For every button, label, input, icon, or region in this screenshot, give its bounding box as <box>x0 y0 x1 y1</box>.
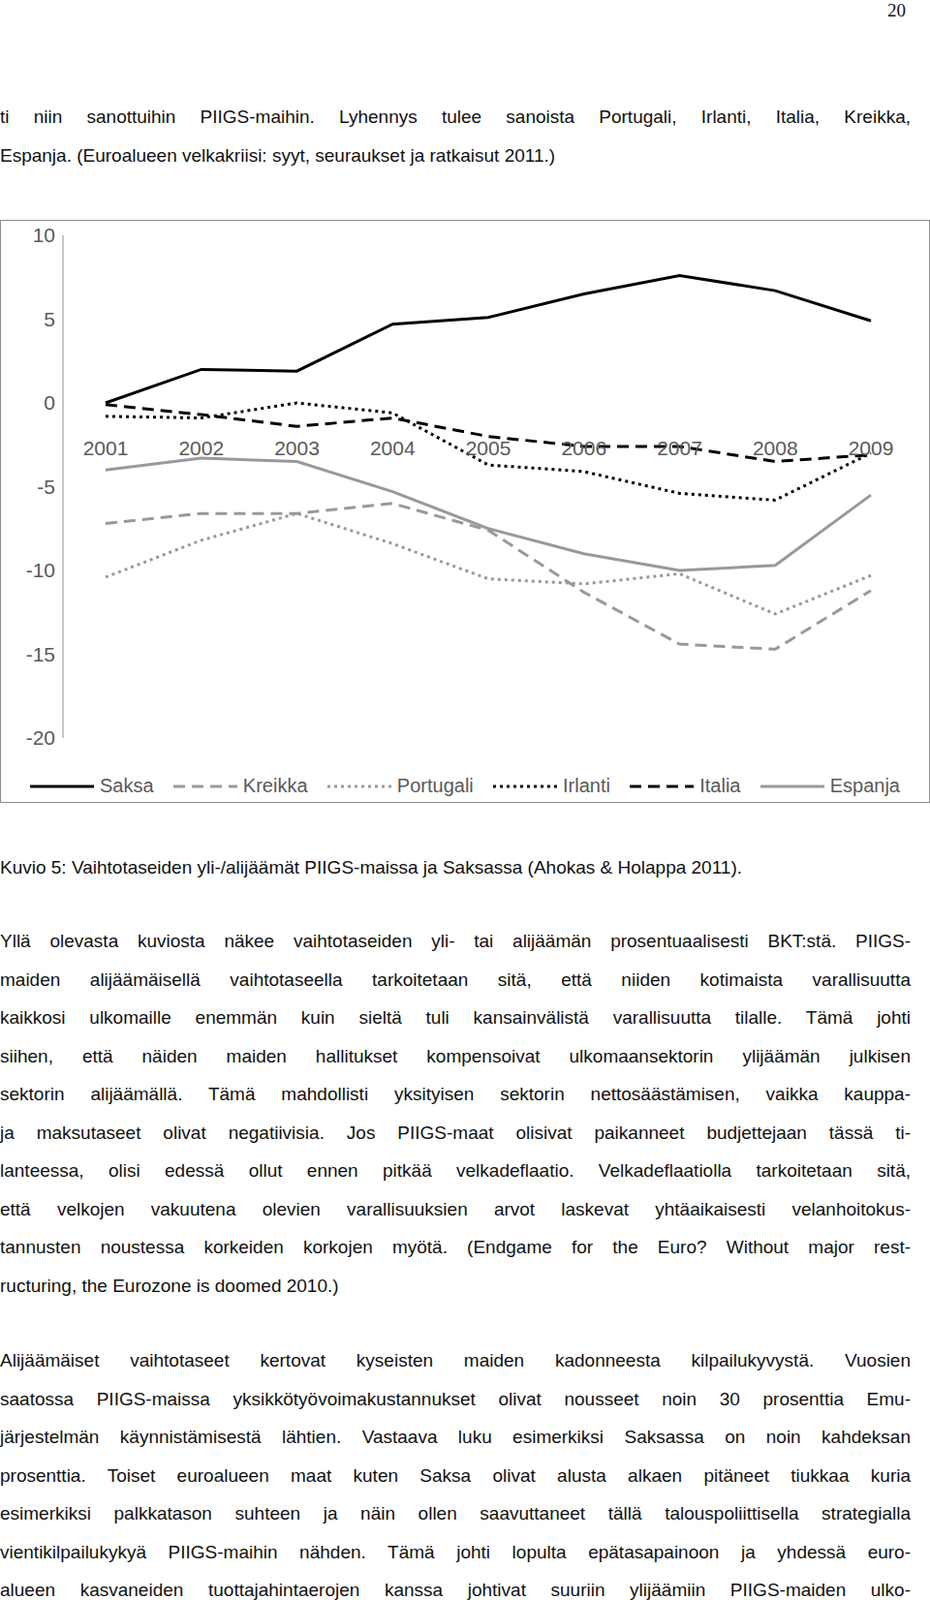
html-text:20: 20 <box>887 0 906 21</box>
html-text:tannusten noustessa korkeiden: tannusten noustessa korkeiden korkojen m… <box>0 1237 911 1258</box>
html-text:sektorin alijäämällä. Tämä mah: sektorin alijäämällä. Tämä mahdollisti y… <box>0 1084 911 1105</box>
svg-text:2005: 2005 <box>465 436 512 460</box>
html-text:ructuring, the Eurozone is doo: ructuring, the Eurozone is doomed 2010.) <box>0 1275 339 1296</box>
html-text:saatossa PIIGS-maissa yksikköt: saatossa PIIGS-maissa yksikkötyövoimakus… <box>0 1388 911 1410</box>
svg-text:2008: 2008 <box>752 436 799 460</box>
html-text:Espanja: Espanja <box>829 775 900 797</box>
html-text:kaikkosi ulkomaille enemmän ku: kaikkosi ulkomaille enemmän kuin sieltä … <box>0 1007 911 1029</box>
html-text:Irlanti: Irlanti <box>562 775 611 797</box>
html-text:vientikilpailukykyä PIIGS-maih: vientikilpailukykyä PIIGS-maihin nähden.… <box>0 1542 911 1563</box>
html-text:Espanja. (Euroalueen velkakrii: Espanja. (Euroalueen velkakriisi: syyt, … <box>0 145 556 166</box>
html-text:Yllä olevasta kuviosta näkee v: Yllä olevasta kuviosta näkee vaihtotasei… <box>0 931 911 952</box>
html-text:ti niin sanottuihin PIIGS-maih: ti niin sanottuihin PIIGS-maihin. Lyhenn… <box>0 106 911 128</box>
svg-text:2007: 2007 <box>656 436 703 460</box>
html-text:maiden alijäämäisellä vaihtota: maiden alijäämäisellä vaihtotaseella tar… <box>0 969 911 990</box>
svg-text:-20: -20 <box>26 726 56 749</box>
html-text:prosenttia. Toiset euroalueen: prosenttia. Toiset euroalueen maat kuten… <box>0 1465 911 1486</box>
svg-text:10: 10 <box>32 223 56 247</box>
svg-text:2004: 2004 <box>370 436 416 460</box>
html-text:Italia: Italia <box>699 775 741 797</box>
html-text:Alijäämäiset vaihtotaseet kert: Alijäämäiset vaihtotaseet kertovat kysei… <box>0 1350 911 1372</box>
svg-text:0: 0 <box>43 391 56 414</box>
html-text:Kuvio 5: Vaihtotaseiden yli-/a: Kuvio 5: Vaihtotaseiden yli-/alijäämät P… <box>0 857 743 878</box>
svg-text:2006: 2006 <box>560 436 607 460</box>
html-text:ja maksutaseet olivat negatiiv: ja maksutaseet olivat negatiivisia. Jos … <box>0 1122 911 1143</box>
svg-text:-10: -10 <box>26 558 56 582</box>
html-text:alueen kasvaneiden tuottajahin: alueen kasvaneiden tuottajahintaerojen k… <box>0 1580 911 1600</box>
svg-text:2003: 2003 <box>274 436 320 460</box>
svg-text:-15: -15 <box>26 643 56 666</box>
html-text:Saksa: Saksa <box>99 775 154 797</box>
html-text:että velkojen vakuutena olevie: että velkojen vakuutena olevien varallis… <box>0 1199 911 1220</box>
svg-text:2002: 2002 <box>178 436 224 460</box>
html-text:esimerkiksi palkkatason suhtee: esimerkiksi palkkatason suhteen ja näin … <box>0 1503 911 1525</box>
svg-text:5: 5 <box>43 308 56 331</box>
svg-text:2001: 2001 <box>83 436 129 460</box>
html-text:Kreikka: Kreikka <box>243 775 308 797</box>
html-text:Portugali: Portugali <box>396 775 474 797</box>
html-text:järjestelmän käynnistämisestä: järjestelmän käynnistämisestä lähtien. V… <box>0 1427 911 1448</box>
html-text:siihen, että näiden maiden hal: siihen, että näiden maiden hallitukset k… <box>0 1046 911 1067</box>
html-text:lanteessa, olisi edessä ollut: lanteessa, olisi edessä ollut ennen pitk… <box>0 1160 911 1182</box>
svg-text:-5: -5 <box>36 475 56 498</box>
svg-text:2009: 2009 <box>848 436 895 460</box>
